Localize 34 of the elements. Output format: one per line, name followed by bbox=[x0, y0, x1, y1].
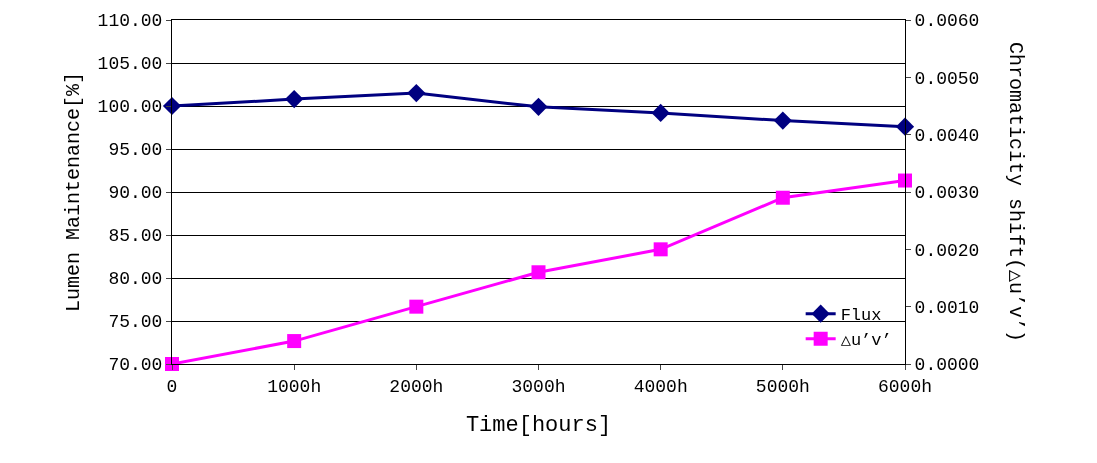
x-tick-label: 2000h bbox=[389, 376, 444, 397]
x-axis-title: Time[hours] bbox=[465, 413, 612, 439]
legend-label: △u’v’ bbox=[840, 331, 892, 351]
y2-tick-label: 0.0030 bbox=[914, 183, 980, 204]
point bbox=[775, 190, 790, 205]
y-tick-label: 70.00 bbox=[108, 355, 163, 376]
x-tick-label: 3000h bbox=[511, 376, 566, 397]
x-tick-label: 4000h bbox=[633, 376, 688, 397]
x-tick-label: 0 bbox=[166, 376, 178, 397]
point bbox=[653, 242, 668, 257]
y2-tick-label: 0.0040 bbox=[914, 125, 980, 146]
y-tick-label: 80.00 bbox=[108, 269, 163, 290]
x-tick-label: 1000h bbox=[267, 376, 322, 397]
y-tick-label: 100.00 bbox=[97, 97, 163, 118]
y-tick-label: 75.00 bbox=[108, 312, 163, 333]
y2-tick-label: 0.0050 bbox=[914, 68, 980, 89]
y2-axis-title: Chromaticity shift(△u’v’) bbox=[1004, 41, 1028, 342]
y-axis-title: Lumen Maintenance[%] bbox=[62, 71, 86, 313]
y-tick-label: 95.00 bbox=[108, 140, 163, 161]
y2-tick-label: 0.0020 bbox=[914, 240, 980, 261]
point bbox=[898, 173, 912, 188]
y-tick-label: 90.00 bbox=[108, 183, 163, 204]
y-tick-label: 110.00 bbox=[97, 11, 163, 32]
y-tick-label: 105.00 bbox=[97, 54, 163, 75]
y2-tick-label: 0.0010 bbox=[914, 297, 980, 318]
legend-label: Flux bbox=[840, 306, 882, 326]
x-tick-label: 5000h bbox=[755, 376, 810, 397]
point bbox=[287, 334, 302, 349]
y2-tick-label: 0.0060 bbox=[914, 11, 980, 32]
x-tick-label: 6000h bbox=[877, 376, 933, 397]
point bbox=[531, 265, 546, 280]
point bbox=[409, 299, 424, 314]
y-tick-label: 85.00 bbox=[108, 226, 163, 247]
y2-tick-label: 0.0000 bbox=[914, 355, 980, 376]
